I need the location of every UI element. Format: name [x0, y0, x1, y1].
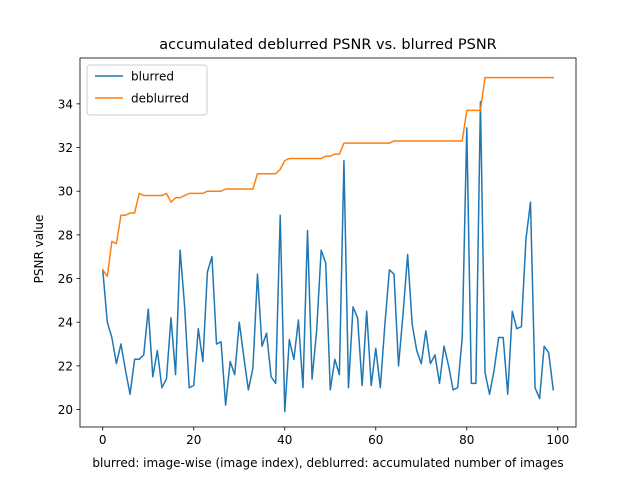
y-tick-label: 22	[58, 359, 73, 373]
x-tick-label: 0	[99, 433, 107, 447]
series-line-deblurred	[101, 76, 554, 278]
x-tick-label: 80	[459, 433, 474, 447]
y-tick-label: 34	[58, 97, 73, 111]
chart-title: accumulated deblurred PSNR vs. blurred P…	[159, 37, 497, 53]
x-axis-label: blurred: image-wise (image index), deblu…	[92, 456, 563, 470]
x-tick-label: 20	[186, 433, 201, 447]
legend-label-deblurred: deblurred	[131, 92, 189, 106]
axes-frame	[79, 57, 577, 428]
legend-label-blurred: blurred	[131, 70, 174, 84]
legend-box	[86, 64, 208, 116]
x-tick-label: 60	[368, 433, 383, 447]
x-tick-label: 100	[546, 433, 569, 447]
y-tick-label: 30	[58, 185, 73, 199]
y-axis-label: PSNR value	[32, 215, 46, 284]
y-tick-label: 28	[58, 228, 73, 242]
y-tick-label: 32	[58, 141, 73, 155]
y-tick-label: 26	[58, 272, 73, 286]
y-tick-label: 20	[58, 403, 73, 417]
x-tick-label: 40	[277, 433, 292, 447]
plot-area: 0 20 40 60 80 100 20 22 24 26 28 30 32 34 blurred deblu…	[58, 57, 577, 447]
y-tick-label: 24	[58, 316, 73, 330]
series-line-blurred	[101, 100, 555, 413]
